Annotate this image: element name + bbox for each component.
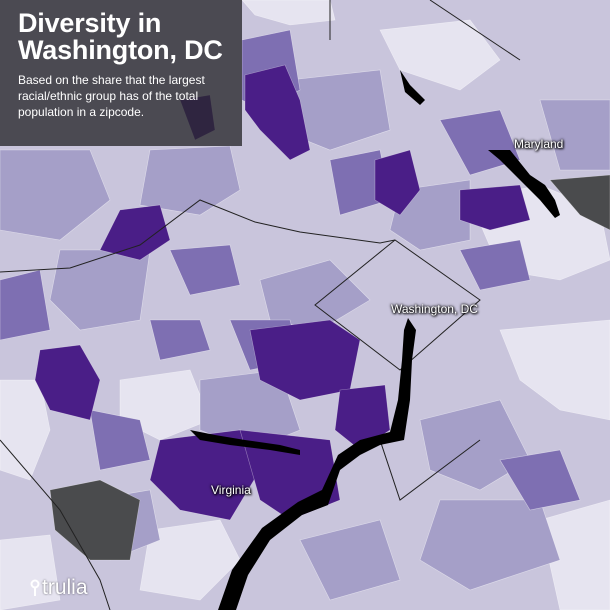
no-data-zipcodes: [49, 174, 610, 561]
label-virginia: Virginia: [211, 483, 251, 497]
label-washington-dc: Washington, DC: [391, 302, 478, 316]
boundary-lines: [0, 0, 521, 610]
map-description: Based on the share that the largest raci…: [18, 73, 205, 119]
map-title: Diversity in Washington, DC: [18, 8, 223, 65]
label-maryland: Maryland: [514, 137, 564, 151]
medium-zipcodes: [0, 69, 610, 601]
potomac-river: [190, 70, 560, 610]
title-panel: Diversity in Washington, DC Based on the…: [0, 0, 242, 146]
map-pin-icon: [30, 579, 40, 596]
logo-text: trulia: [42, 576, 88, 599]
trulia-logo[interactable]: trulia: [30, 576, 88, 600]
